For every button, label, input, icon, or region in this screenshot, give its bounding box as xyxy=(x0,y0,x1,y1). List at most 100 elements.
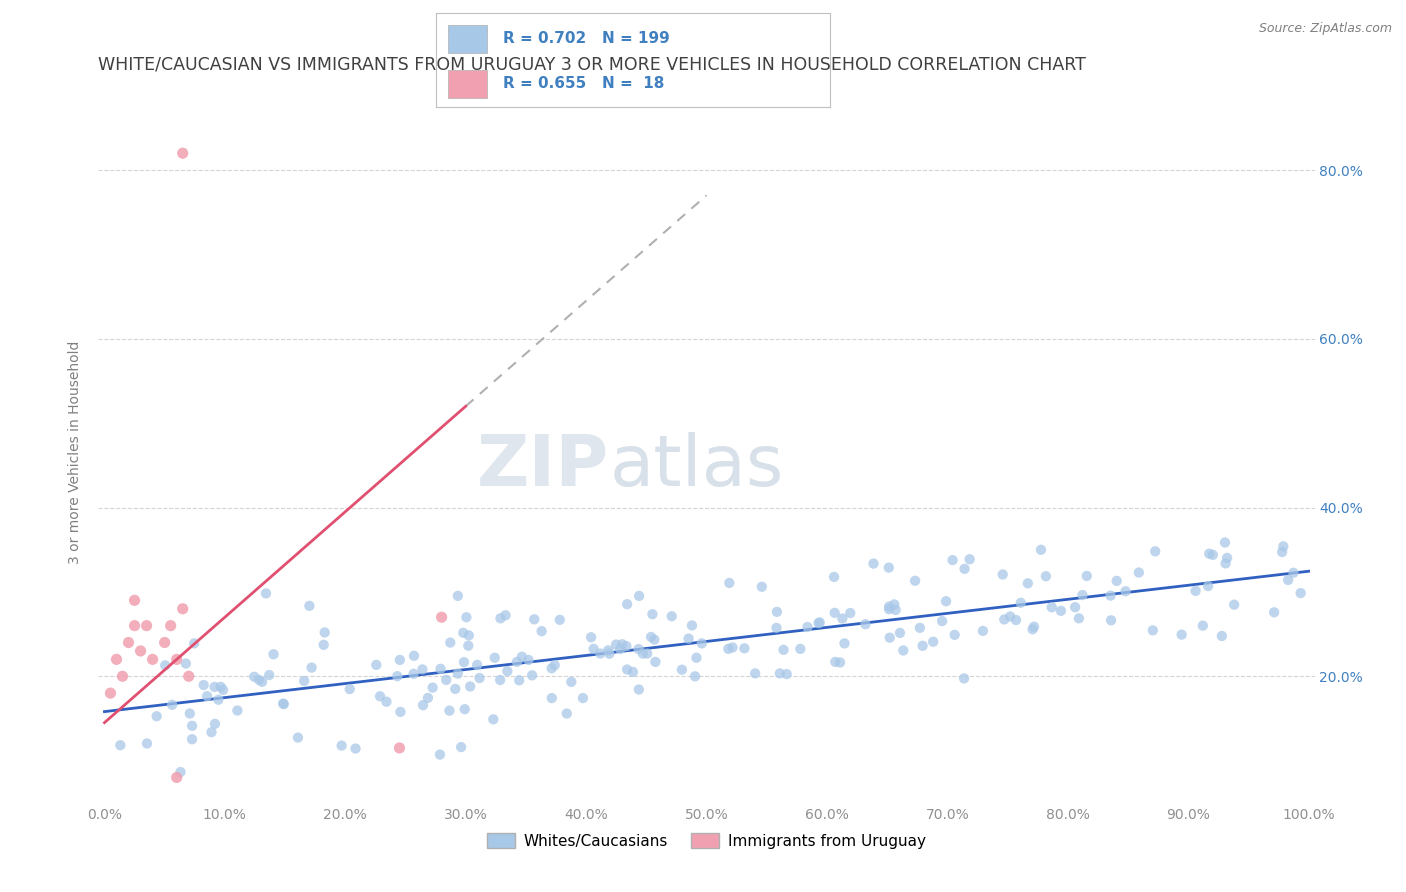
Point xyxy=(243,670,266,684)
Point xyxy=(124,618,146,632)
Point xyxy=(247,673,270,687)
Point xyxy=(530,624,553,639)
Point xyxy=(1213,535,1236,549)
Point xyxy=(1191,618,1213,632)
Point xyxy=(1289,586,1312,600)
Point xyxy=(1198,547,1220,561)
Point xyxy=(1144,544,1167,558)
Point xyxy=(389,705,412,719)
Point xyxy=(388,741,411,756)
Point xyxy=(1029,542,1052,557)
Point xyxy=(447,589,470,603)
Point xyxy=(1105,574,1128,588)
Point xyxy=(991,567,1014,582)
Point xyxy=(1010,596,1032,610)
Point xyxy=(1021,622,1043,636)
Point xyxy=(129,644,152,658)
Point xyxy=(1071,588,1094,602)
Point xyxy=(808,615,831,630)
Point xyxy=(772,643,794,657)
Point xyxy=(931,614,953,628)
Point xyxy=(776,667,799,681)
Point xyxy=(683,669,706,683)
Point xyxy=(1271,545,1294,559)
Point xyxy=(1272,540,1295,554)
Point xyxy=(877,560,900,574)
Point xyxy=(1050,604,1073,618)
Point xyxy=(508,673,530,688)
Point xyxy=(388,653,411,667)
Point xyxy=(484,650,506,665)
Point xyxy=(540,661,562,675)
Point xyxy=(690,636,713,650)
Point xyxy=(172,601,194,615)
Point xyxy=(765,621,787,635)
Point xyxy=(612,637,634,651)
Point xyxy=(454,702,477,716)
Point xyxy=(226,704,249,718)
Point xyxy=(411,662,433,676)
Point xyxy=(142,652,165,666)
Point xyxy=(661,609,683,624)
Point xyxy=(718,576,741,591)
Point xyxy=(548,613,571,627)
Point xyxy=(540,691,562,706)
Point xyxy=(111,669,134,683)
Point xyxy=(678,632,700,646)
Point xyxy=(953,562,976,576)
Point xyxy=(616,597,638,611)
Point xyxy=(172,146,194,161)
Point xyxy=(621,665,644,679)
Point xyxy=(375,695,398,709)
Point xyxy=(287,731,309,745)
Point xyxy=(998,609,1021,624)
Point xyxy=(721,640,744,655)
Point xyxy=(1277,573,1299,587)
Point xyxy=(1064,600,1087,615)
Point xyxy=(496,664,519,678)
Point xyxy=(889,626,911,640)
Point xyxy=(159,618,181,632)
Point xyxy=(862,557,884,571)
Point xyxy=(135,618,157,632)
Text: ZIP: ZIP xyxy=(477,433,609,501)
Point xyxy=(1035,569,1057,583)
Point xyxy=(402,666,425,681)
Point xyxy=(555,706,578,721)
Text: R = 0.702   N = 199: R = 0.702 N = 199 xyxy=(503,31,669,46)
Point xyxy=(495,608,517,623)
Point xyxy=(616,663,638,677)
Point xyxy=(416,690,439,705)
Point xyxy=(429,662,451,676)
Point xyxy=(628,589,651,603)
Point xyxy=(643,632,665,647)
Point xyxy=(644,655,666,669)
Point xyxy=(681,618,703,632)
Point xyxy=(183,636,205,650)
Point xyxy=(1223,598,1246,612)
Point xyxy=(579,630,602,644)
Point xyxy=(117,635,139,649)
Point xyxy=(1128,566,1150,580)
Point xyxy=(598,643,620,657)
Point xyxy=(179,706,201,721)
Point xyxy=(110,738,132,752)
Point xyxy=(796,620,818,634)
Point xyxy=(589,647,612,661)
Point xyxy=(1170,627,1192,641)
Point xyxy=(834,636,856,650)
Point xyxy=(671,663,693,677)
Point xyxy=(1099,613,1122,627)
Point xyxy=(520,668,543,682)
Point xyxy=(605,638,627,652)
Point xyxy=(904,574,927,588)
Point xyxy=(468,671,491,685)
Point xyxy=(717,641,740,656)
Point xyxy=(314,625,336,640)
Point xyxy=(733,641,755,656)
Text: atlas: atlas xyxy=(609,433,783,501)
Point xyxy=(1067,611,1090,625)
Point xyxy=(124,593,146,607)
Point xyxy=(430,610,453,624)
Point xyxy=(641,607,664,622)
